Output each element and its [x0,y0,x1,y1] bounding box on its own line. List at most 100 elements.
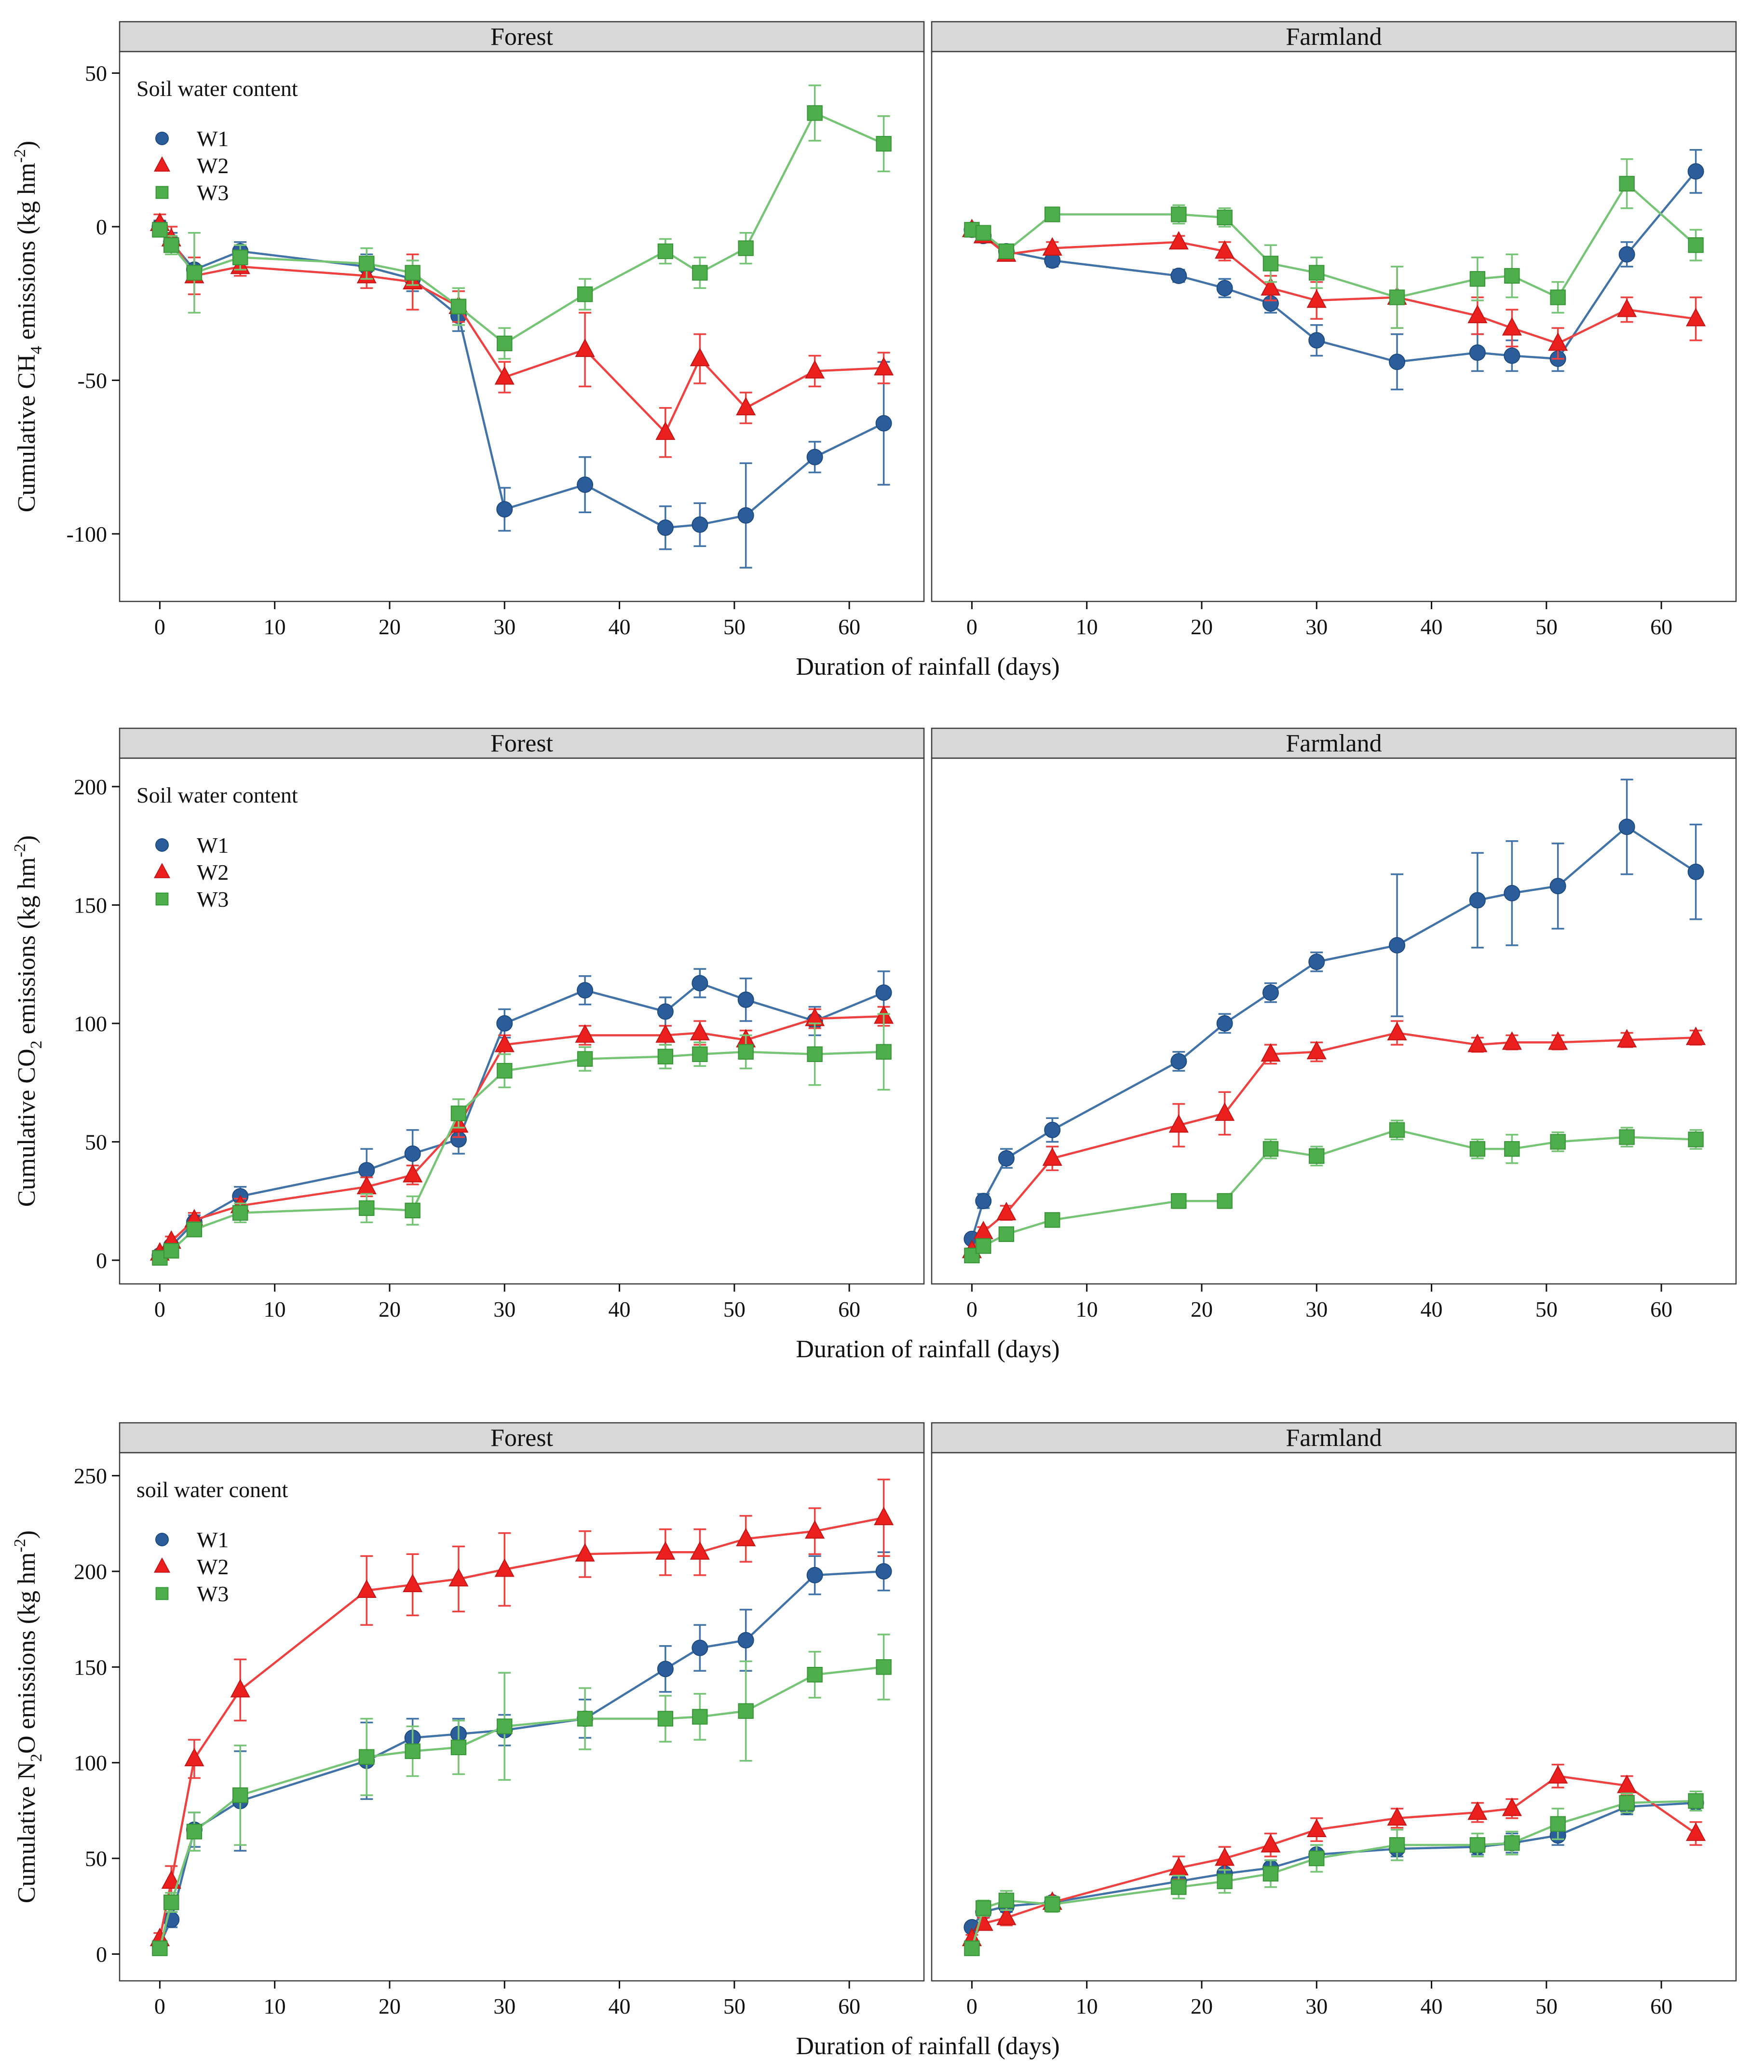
x-tick-label: 60 [1650,614,1672,639]
point-W3-day1 [976,1900,991,1916]
chart-ch4: Cumulative CH4​ emissions (kg hm-2​) Fore… [11,21,1737,681]
x-tick-label: 50 [1535,1994,1558,2018]
point-W3-day30 [1309,265,1325,281]
x-tick-label: 10 [1076,614,1098,639]
point-W2-day18 [1168,231,1189,250]
legend-label-W1: W1 [197,126,229,151]
point-W2-day7 [1042,237,1062,256]
x-tick-label: 0 [966,614,977,639]
point-W3-day22 [1217,209,1233,226]
x-tick-label: 10 [264,614,286,639]
series-co2-farmland-W2 [962,1020,1706,1258]
point-W2-day18 [356,1579,377,1598]
point-W3-day44 [657,243,674,259]
point-W3-day18 [359,256,375,272]
point-W3-day63 [1688,237,1704,253]
legend-label-W1: W1 [197,833,229,858]
panel-ch4-farmland [931,51,1737,602]
point-W1-day30 [1308,332,1325,349]
point-W2-day7 [230,1679,250,1698]
legend-label-W1: W1 [197,1527,229,1552]
x-tick-label: 10 [264,1994,286,2018]
point-W3-day57 [807,105,823,121]
point-W3-day22 [405,1743,421,1759]
point-W1-day3 [998,1150,1015,1167]
point-W1-day51 [1549,878,1566,895]
legend-label-W2: W2 [197,1554,229,1579]
x-tick-label: 60 [838,614,860,639]
legend-marker-W3 [155,1587,169,1600]
point-W2-day51 [736,396,756,416]
point-W2-day44 [1467,1801,1488,1820]
point-W3-day3 [186,265,203,281]
point-W3-day37 [577,286,593,302]
point-W2-day57 [805,360,825,379]
panel-co2-forest [119,757,925,1285]
x-tick-label: 50 [723,614,746,639]
point-W2-day37 [1387,1022,1407,1040]
point-W1-day22 [1216,1015,1233,1032]
point-W1-day30 [496,501,513,518]
x-tick-label: 40 [609,1994,631,2018]
point-W3-day30 [497,1718,513,1734]
point-W3-day3 [998,1226,1015,1242]
point-W3-day18 [359,1749,375,1765]
panel-co2-farmland [931,757,1737,1285]
point-W2-day44 [655,421,676,440]
x-tick-label: 60 [1650,1994,1672,2018]
point-W2-day63 [874,357,894,376]
y-tick-label: 50 [85,1846,107,1871]
x-tick-label: 30 [1305,1297,1328,1322]
x-tick-label: 40 [1421,1297,1443,1322]
point-W3-day7 [1045,206,1060,222]
point-W2-day63 [1686,1026,1706,1045]
y-tick-label: 0 [96,1248,107,1273]
x-tick-label: 50 [723,1297,746,1322]
point-W3-day57 [1619,1129,1635,1145]
point-W2-day51 [1548,332,1568,351]
point-W2-day3 [996,1907,1017,1925]
strip-title: Forest [490,1424,554,1452]
point-W3-day63 [1688,1131,1704,1147]
point-W3-day47 [1504,268,1520,284]
point-W1-day30 [1308,954,1325,970]
chart-n2o: Cumulative N2​O emissions (kg hm-2​) Fore… [11,1422,1737,2060]
point-W2-day18 [1168,1114,1189,1133]
legend-label-W2: W2 [197,153,229,178]
legend-marker-W3 [155,186,169,199]
point-W3-day44 [657,1711,674,1727]
point-W2-day47 [690,347,710,367]
panel-n2o-forest [119,1452,925,1982]
y-tick-label: 250 [74,1464,107,1488]
point-W3-day30 [497,1063,513,1079]
x-tick-label: 20 [1191,614,1213,639]
point-W2-day22 [1215,1102,1235,1121]
figure-ch4: Cumulative CH4​ emissions (kg hm-2​) Fore… [0,0,1764,707]
point-W3-day37 [577,1051,593,1067]
point-W1-day57 [1618,818,1635,835]
point-W3-day47 [1504,1835,1520,1851]
point-W3-day26 [1262,1141,1279,1157]
x-tick-label: 40 [609,1297,631,1322]
point-W2-day63 [1686,308,1706,327]
point-W3-day3 [998,243,1015,259]
point-W3-day0 [964,1940,980,1956]
point-W3-day26 [450,1739,467,1756]
point-W3-day30 [1309,1148,1325,1164]
x-tick-label: 60 [838,1994,860,2018]
point-W1-day18 [1170,267,1187,284]
y-tick-label: 200 [74,1559,107,1584]
series-line [159,1015,884,1254]
point-W3-day37 [1389,289,1405,305]
x-tick-label: 40 [1421,614,1443,639]
x-tick-label: 30 [493,614,516,639]
point-W1-day47 [1504,347,1520,364]
x-tick-label: 50 [1535,614,1558,639]
x-tick-label: 50 [1535,1297,1558,1322]
x-tick-label: 20 [379,1994,401,2018]
strip-ch4-forest [119,21,925,53]
point-W1-day1 [975,1193,992,1210]
point-W2-day22 [403,1573,423,1593]
